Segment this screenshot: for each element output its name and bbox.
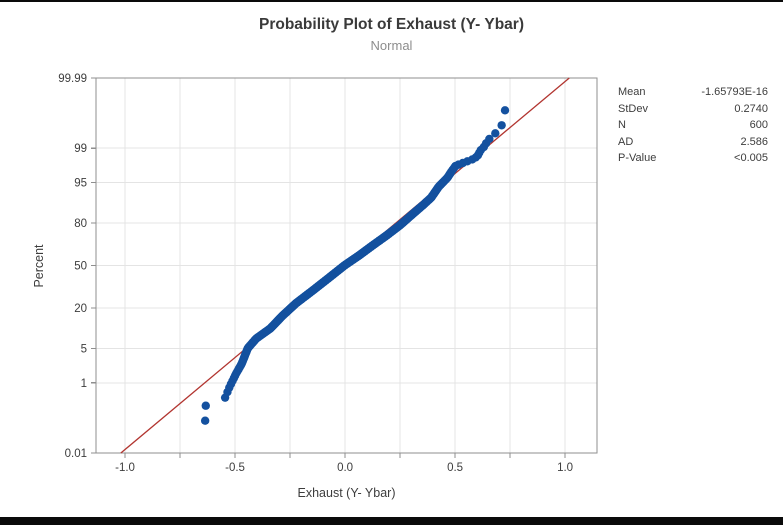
stat-row-ad: AD 2.586 xyxy=(618,134,768,151)
x-tick-label: 0.0 xyxy=(337,462,353,474)
legend-stats-panel: Mean -1.65793E-16 StDev 0.2740 N 600 AD … xyxy=(618,84,768,167)
window-bottom-border xyxy=(0,517,783,525)
y-tick-label: 1 xyxy=(81,378,87,390)
data-point xyxy=(485,134,494,144)
chart-title: Probability Plot of Exhaust (Y- Ybar) xyxy=(259,16,524,33)
data-point xyxy=(200,416,210,425)
stat-label: N xyxy=(618,119,626,131)
stat-row-stdev: StDev 0.2740 xyxy=(618,101,768,118)
stat-row-mean: Mean -1.65793E-16 xyxy=(618,84,768,101)
y-tick-label: 50 xyxy=(74,261,87,273)
stat-value: 2.586 xyxy=(740,135,768,148)
stat-label: P-Value xyxy=(618,152,657,164)
stat-row-pvalue: P-Value <0.005 xyxy=(618,150,768,167)
stat-label: StDev xyxy=(618,102,648,115)
stat-row-n: N 600 xyxy=(618,117,768,134)
data-point xyxy=(491,129,500,138)
data-points xyxy=(200,106,510,425)
y-tick-label: 95 xyxy=(74,178,87,190)
x-tick-label: 1.0 xyxy=(557,462,573,474)
y-tick-label: 20 xyxy=(74,303,87,315)
y-tick-label: 0.01 xyxy=(65,448,87,460)
y-tick-label: 99 xyxy=(74,143,87,155)
stat-value: -1.65793E-16 xyxy=(701,86,768,98)
stat-value: 600 xyxy=(749,119,768,131)
gridlines xyxy=(96,78,597,453)
stat-value: 0.2740 xyxy=(734,102,768,115)
x-tick-labels: -1.0 -0.5 0.0 0.5 1.0 xyxy=(115,462,573,474)
y-tick-label: 5 xyxy=(81,343,87,355)
data-point xyxy=(201,401,210,410)
stat-label: AD xyxy=(618,135,634,148)
x-tick-label: -0.5 xyxy=(225,462,245,474)
window-top-border xyxy=(0,0,783,2)
chart-subtitle: Normal xyxy=(370,38,413,53)
x-tick-label: 0.5 xyxy=(447,462,463,474)
stat-label: Mean xyxy=(618,86,646,98)
axis-ticks xyxy=(91,77,566,458)
data-point xyxy=(497,121,506,130)
stat-value: <0.005 xyxy=(734,152,768,164)
y-tick-label: 80 xyxy=(74,218,87,230)
y-tick-label: 99.99 xyxy=(58,73,87,85)
y-tick-labels: 99.99 99 95 80 50 20 5 1 0.01 xyxy=(58,73,87,460)
data-point xyxy=(500,106,510,115)
x-axis-title: Exhaust (Y- Ybar) xyxy=(297,486,396,500)
x-tick-label: -1.0 xyxy=(115,462,135,474)
